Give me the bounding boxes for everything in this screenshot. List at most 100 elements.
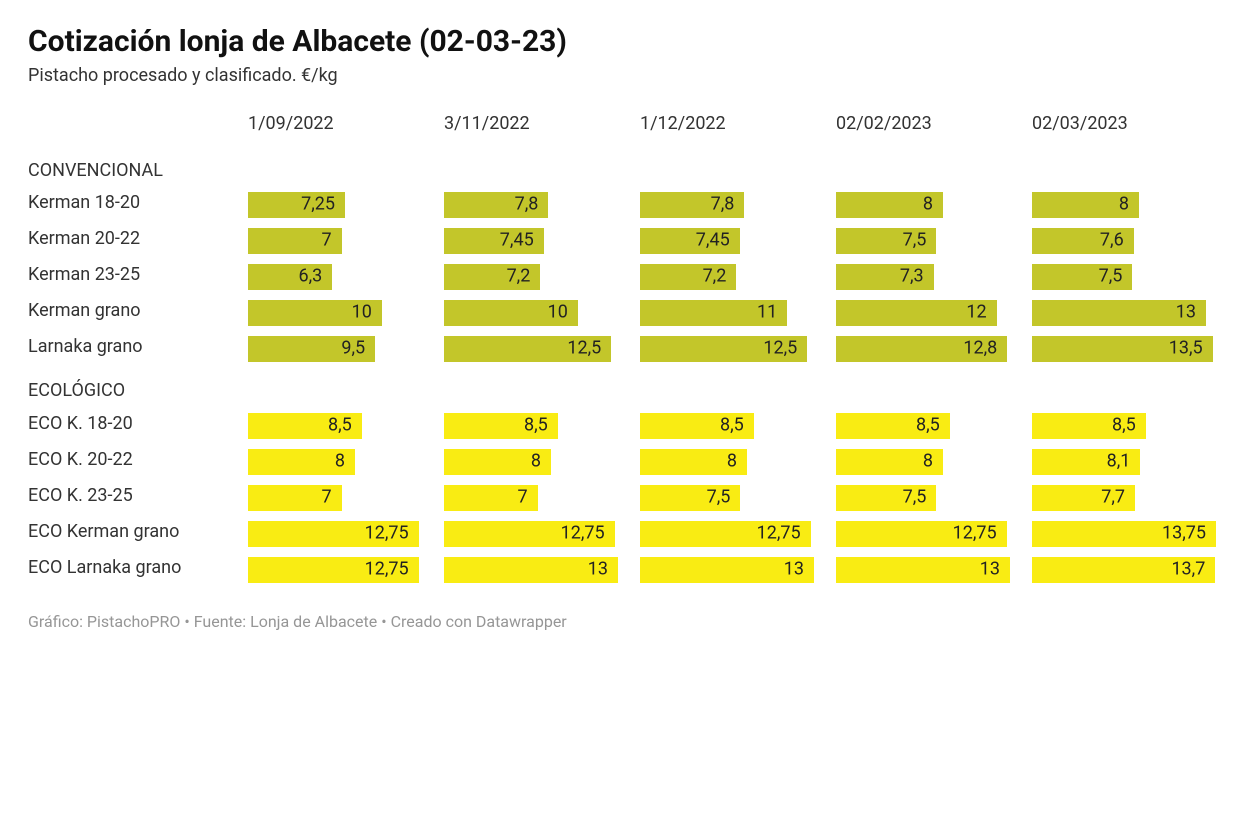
value-cell: 8 [640, 444, 836, 480]
value-cell: 9,5 [248, 331, 444, 367]
value-cell: 7,5 [836, 480, 1032, 516]
bar-value: 7,7 [1032, 488, 1125, 509]
value-cell: 7,8 [444, 187, 640, 223]
column-header: 3/11/2022 [444, 108, 640, 147]
bar-value: 11 [640, 303, 777, 324]
value-cell: 13 [640, 552, 836, 588]
value-cell: 8,5 [248, 408, 444, 444]
bar-value: 7,5 [836, 231, 926, 252]
bar-value: 8 [444, 452, 541, 473]
bar-value: 8,5 [248, 416, 352, 437]
header-blank [28, 108, 248, 147]
bar-value: 8 [248, 452, 345, 473]
value-cell: 10 [248, 295, 444, 331]
value-cell: 7,45 [640, 223, 836, 259]
bar-value: 12,75 [248, 560, 409, 581]
value-cell: 13 [1032, 295, 1228, 331]
column-header: 1/12/2022 [640, 108, 836, 147]
bar-value: 12,75 [640, 524, 801, 545]
value-cell: 8,1 [1032, 444, 1228, 480]
value-cell: 7,5 [836, 223, 1032, 259]
bar-value: 7 [248, 231, 332, 252]
value-cell: 8 [444, 444, 640, 480]
bar-value: 7,2 [640, 267, 726, 288]
value-cell: 8 [836, 444, 1032, 480]
column-header: 02/03/2023 [1032, 108, 1228, 147]
bar-value: 12,75 [444, 524, 605, 545]
bar-value: 7,6 [1032, 231, 1124, 252]
bar-value: 7,45 [444, 231, 534, 252]
bar-value: 8 [1032, 195, 1129, 216]
value-cell: 7,45 [444, 223, 640, 259]
row-label: ECO Larnaka grano [28, 552, 248, 588]
bar-value: 12,75 [248, 524, 409, 545]
bar-value: 7,45 [640, 231, 730, 252]
value-cell: 7,2 [640, 259, 836, 295]
bar-value: 7,2 [444, 267, 530, 288]
value-cell: 13 [444, 552, 640, 588]
value-cell: 12,5 [444, 331, 640, 367]
bar-value: 13,5 [1032, 339, 1203, 360]
bar-value: 8,5 [836, 416, 940, 437]
value-cell: 12,5 [640, 331, 836, 367]
value-cell: 13,75 [1032, 516, 1228, 552]
column-header: 02/02/2023 [836, 108, 1032, 147]
value-cell: 12,75 [444, 516, 640, 552]
value-cell: 7,8 [640, 187, 836, 223]
value-cell: 7,7 [1032, 480, 1228, 516]
bar-value: 7,3 [836, 267, 924, 288]
row-label: ECO Kerman grano [28, 516, 248, 552]
value-cell: 12,75 [248, 552, 444, 588]
bar-value: 8,5 [1032, 416, 1136, 437]
row-label: Kerman 23-25 [28, 259, 248, 295]
value-cell: 7,6 [1032, 223, 1228, 259]
value-cell: 6,3 [248, 259, 444, 295]
bar-value: 13 [836, 560, 1000, 581]
bar-value: 13 [1032, 303, 1196, 324]
bar-value: 7 [248, 488, 332, 509]
value-cell: 7,5 [640, 480, 836, 516]
value-cell: 12 [836, 295, 1032, 331]
value-cell: 13,7 [1032, 552, 1228, 588]
value-cell: 13 [836, 552, 1032, 588]
value-cell: 8,5 [640, 408, 836, 444]
bar-value: 7,8 [444, 195, 538, 216]
value-cell: 12,75 [640, 516, 836, 552]
section-label: ECOLÓGICO [28, 367, 248, 408]
value-cell: 8 [248, 444, 444, 480]
bar-value: 12 [836, 303, 987, 324]
row-label: ECO K. 18-20 [28, 408, 248, 444]
row-label: ECO K. 20-22 [28, 444, 248, 480]
row-label: Kerman grano [28, 295, 248, 331]
section-label: CONVENCIONAL [28, 147, 248, 188]
row-label: Kerman 20-22 [28, 223, 248, 259]
bar-value: 8,5 [640, 416, 744, 437]
bar-value: 6,3 [248, 267, 322, 288]
bar-value: 13 [640, 560, 804, 581]
value-cell: 7 [444, 480, 640, 516]
value-cell: 12,75 [248, 516, 444, 552]
chart-subtitle: Pistacho procesado y clasificado. €/kg [28, 65, 1212, 86]
value-cell: 7 [248, 480, 444, 516]
value-cell: 12,75 [836, 516, 1032, 552]
bar-value: 7,8 [640, 195, 734, 216]
value-cell: 8 [1032, 187, 1228, 223]
bar-value: 8,5 [444, 416, 548, 437]
bar-value: 7,5 [640, 488, 730, 509]
bar-value: 13 [444, 560, 608, 581]
bar-value: 10 [444, 303, 568, 324]
bar-value: 13,7 [1032, 560, 1205, 581]
value-cell: 8,5 [1032, 408, 1228, 444]
value-cell: 7,5 [1032, 259, 1228, 295]
value-cell: 7,25 [248, 187, 444, 223]
value-cell: 8 [836, 187, 1032, 223]
bar-value: 12,8 [836, 339, 997, 360]
chart-title: Cotización lonja de Albacete (02-03-23) [28, 24, 1212, 59]
value-cell: 13,5 [1032, 331, 1228, 367]
bar-value: 10 [248, 303, 372, 324]
chart-footer: Gráfico: PistachoPRO • Fuente: Lonja de … [28, 612, 1212, 631]
value-cell: 7,2 [444, 259, 640, 295]
value-cell: 12,8 [836, 331, 1032, 367]
bar-value: 8,1 [1032, 452, 1130, 473]
bar-value: 9,5 [248, 339, 365, 360]
